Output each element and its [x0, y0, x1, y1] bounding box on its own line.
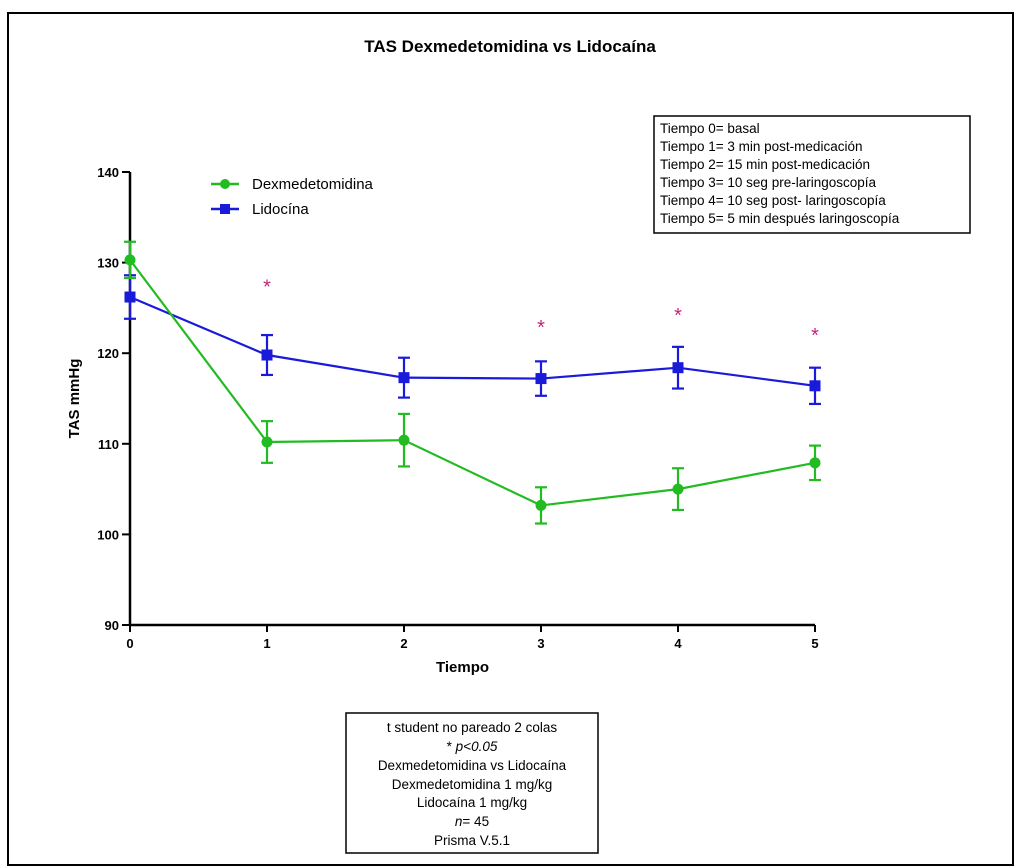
stats-note-n: n: [455, 814, 463, 829]
significance-star: *: [263, 276, 271, 298]
series-line: [129, 259, 816, 507]
data-point: [809, 457, 821, 469]
x-tick-label: 4: [674, 636, 682, 651]
series-line: [129, 296, 816, 387]
legend-label: Lidocína: [252, 201, 309, 218]
stats-note-line: n= 45: [455, 814, 489, 829]
time-legend-line: Tiempo 4= 10 seg post- laringoscopía: [660, 193, 886, 208]
data-point: [124, 254, 136, 266]
significance-markers: * * * *: [263, 276, 819, 347]
chart-title: TAS Dexmedetomidina vs Lidocaína: [364, 37, 656, 56]
data-point: [535, 499, 547, 511]
stats-note-line: Prisma V.5.1: [434, 833, 510, 848]
stats-note-line: Lidocaína 1 mg/kg: [417, 795, 527, 810]
series-1: [124, 274, 821, 406]
series-layer: [124, 240, 821, 525]
time-legend-line: Tiempo 1= 3 min post-medicación: [660, 139, 862, 154]
stats-note-n-value: = 45: [462, 814, 489, 829]
x-tick-label: 2: [400, 636, 407, 651]
time-legend-box: Tiempo 0= basal Tiempo 1= 3 min post-med…: [653, 115, 971, 234]
legend-item-lidocaina: Lidocína: [211, 201, 309, 218]
stats-note-pvalue: p<0.05: [455, 739, 498, 754]
time-legend-border: [653, 115, 971, 234]
time-legend-line: Tiempo 0= basal: [660, 121, 760, 136]
y-axis-label: TAS mmHg: [66, 359, 83, 439]
legend-label: Dexmedetomidina: [252, 176, 374, 193]
significance-star: *: [811, 325, 819, 347]
data-point: [809, 380, 821, 392]
y-tick-label: 100: [97, 527, 119, 542]
data-point: [672, 483, 684, 495]
data-point: [261, 349, 273, 361]
data-point: [535, 373, 547, 385]
time-legend-line: Tiempo 3= 10 seg pre-laringoscopía: [660, 175, 876, 190]
y-tick-label: 140: [97, 165, 119, 180]
stats-note-star: *: [447, 739, 456, 754]
time-legend-line: Tiempo 5= 5 min después laringoscopía: [660, 211, 900, 226]
y-tick-label: 90: [105, 618, 119, 633]
legend: Dexmedetomidina Lidocína: [211, 176, 374, 218]
y-tick-label: 120: [97, 346, 119, 361]
x-tick-label: 0: [126, 636, 133, 651]
legend-item-dexmedetomidina: Dexmedetomidina: [211, 176, 374, 193]
significance-star: *: [674, 305, 682, 327]
stats-note-box: t student no pareado 2 colas * p<0.05 De…: [345, 712, 599, 854]
x-tick-label: 5: [811, 636, 818, 651]
x-tick-label: 1: [263, 636, 270, 651]
time-legend-line: Tiempo 2= 15 min post-medicación: [660, 157, 870, 172]
data-point: [261, 436, 273, 448]
significance-star: *: [537, 317, 545, 339]
stats-note-line: t student no pareado 2 colas: [387, 720, 558, 735]
stats-note-line: Dexmedetomidina vs Lidocaína: [378, 758, 567, 773]
stats-note-border: [345, 712, 599, 854]
legend-marker-square: [220, 204, 230, 214]
series-0: [124, 240, 821, 525]
legend-marker-circle: [220, 179, 230, 189]
stats-note-line: Dexmedetomidina 1 mg/kg: [392, 777, 553, 792]
data-point: [398, 372, 410, 384]
y-tick-label: 110: [98, 437, 119, 452]
data-point: [398, 434, 410, 446]
data-point: [672, 362, 684, 374]
data-point: [124, 291, 136, 303]
y-tick-label: 130: [97, 256, 119, 271]
stats-note-line: * p<0.05: [447, 739, 498, 754]
x-axis-label: Tiempo: [436, 659, 489, 676]
x-tick-label: 3: [537, 636, 544, 651]
